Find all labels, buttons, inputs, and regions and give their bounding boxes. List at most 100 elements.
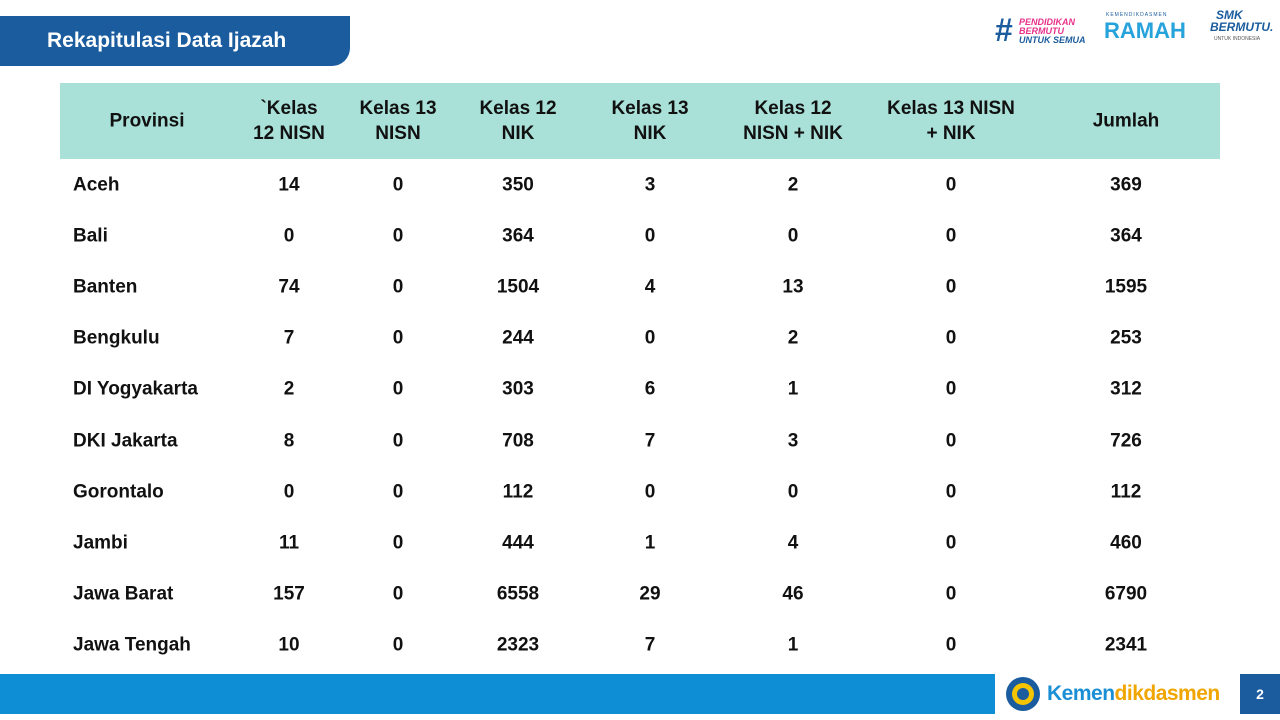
province-cell: DI Yogyakarta [73,378,198,400]
number-cell: 0 [283,225,295,247]
logo-text: BERMUTU. [1210,20,1274,34]
number-cell: 2323 [496,634,540,656]
number-cell: 14 [278,174,300,196]
number-cell: 0 [392,532,404,554]
title: Rekapitulasi Data Ijazah [47,29,287,52]
number-cell: 303 [502,378,534,400]
column-header: Kelas 12 NISN + NIK [743,98,843,144]
number-cell: 8 [283,430,295,451]
number-cell: 1504 [496,276,540,298]
number-cell: 312 [1110,378,1142,400]
number-cell: 1 [787,378,799,400]
logo-pendidikan: # PENDIDIKAN BERMUTU UNTUK SEMUA [995,12,1086,48]
number-cell: 6790 [1104,583,1148,605]
number-cell: 0 [283,481,295,503]
number-cell: 0 [392,634,404,656]
number-cell: 0 [945,276,957,298]
number-cell: 0 [945,532,957,554]
logo-smk: SMK BERMUTU. UNTUK INDONESIA [1190,8,1273,48]
number-cell: 0 [392,430,404,451]
number-cell: 10 [278,634,300,656]
number-cell: 0 [644,481,656,503]
number-cell: 3 [787,430,799,451]
number-cell: 0 [392,327,404,349]
number-cell: 7 [644,430,656,451]
logo-ramah: KEMENDIKDASMEN RAMAH [1104,12,1186,46]
column-header: Kelas 13 NIK [611,98,689,144]
number-cell: 74 [278,276,300,298]
logo-text: UNTUK INDONESIA [1214,36,1261,42]
number-cell: 0 [392,583,404,605]
logo-text: BERMUTU [1019,26,1064,36]
number-cell: 350 [502,174,534,196]
table-header [60,83,1220,159]
number-cell: 7 [644,634,656,656]
number-cell: 460 [1110,532,1142,554]
number-cell: 0 [787,225,799,247]
number-cell: 46 [782,583,804,605]
number-cell: 0 [392,378,404,400]
page-number-text: 2 [1256,686,1264,702]
number-cell: 0 [945,481,957,503]
number-cell: 7 [283,327,295,349]
province-cell: Banten [73,276,138,298]
number-cell: 0 [392,174,404,196]
column-header: `Kelas 12 NISN [253,98,325,144]
province-cell: Bali [73,225,108,247]
logo-text: KEMENDIKDASMEN [1106,12,1168,18]
number-cell: 0 [945,225,957,247]
number-cell: 0 [945,634,957,656]
number-cell: 4 [644,276,656,298]
number-cell: 13 [782,276,804,298]
province-cell: Gorontalo [73,481,164,503]
number-cell: 0 [945,583,957,605]
province-cell: Bengkulu [73,327,160,349]
brand-part: Kemen [1047,682,1115,705]
number-cell: 364 [1110,225,1142,247]
page-number: 2 [1240,674,1280,714]
column-header: Jumlah [1092,110,1160,132]
number-cell: 1595 [1104,276,1148,298]
number-cell: 444 [502,532,534,554]
column-header: Kelas 13 NISN [359,98,437,144]
logo-text: UNTUK SEMUA [1019,35,1086,45]
province-cell: Aceh [73,174,120,196]
number-cell: 0 [644,225,656,247]
number-cell: 244 [502,327,534,349]
number-cell: 112 [1110,481,1142,503]
province-cell: DKI Jakarta [73,430,178,451]
province-cell: Jawa Tengah [73,634,191,656]
number-cell: 157 [273,583,305,605]
province-cell: Jambi [73,532,128,554]
number-cell: 0 [392,225,404,247]
number-cell: 6558 [496,583,540,605]
logo-text: RAMAH [1104,18,1186,43]
number-cell: 2341 [1104,634,1148,656]
number-cell: 29 [639,583,661,605]
logo-text: SMK [1216,8,1243,22]
number-cell: 6 [644,378,656,400]
number-cell: 1 [787,634,799,656]
number-cell: 364 [502,225,534,247]
number-cell: 1 [644,532,656,554]
number-cell: 0 [945,174,957,196]
column-header: Kelas 12 NIK [479,98,557,144]
number-cell: 2 [283,378,295,400]
column-header: Kelas 13 NISN + NIK [887,98,1015,144]
number-cell: 253 [1110,327,1142,349]
number-cell: 0 [945,430,957,451]
brand-part: dikdasmen [1114,682,1221,705]
number-cell: 0 [392,276,404,298]
logo-text: PENDIDIKAN [1019,17,1076,27]
number-cell: 369 [1110,174,1142,196]
number-cell: 2 [787,174,799,196]
number-cell: 0 [787,481,799,503]
emblem [1006,677,1040,711]
brand: Kemendikdasmen [1047,682,1220,706]
number-cell: 3 [644,174,656,196]
province-cell: Jawa Barat [73,583,174,605]
number-cell: 726 [1110,430,1142,451]
title-banner: Rekapitulasi Data Ijazah [0,16,350,66]
number-cell: 708 [502,430,534,451]
